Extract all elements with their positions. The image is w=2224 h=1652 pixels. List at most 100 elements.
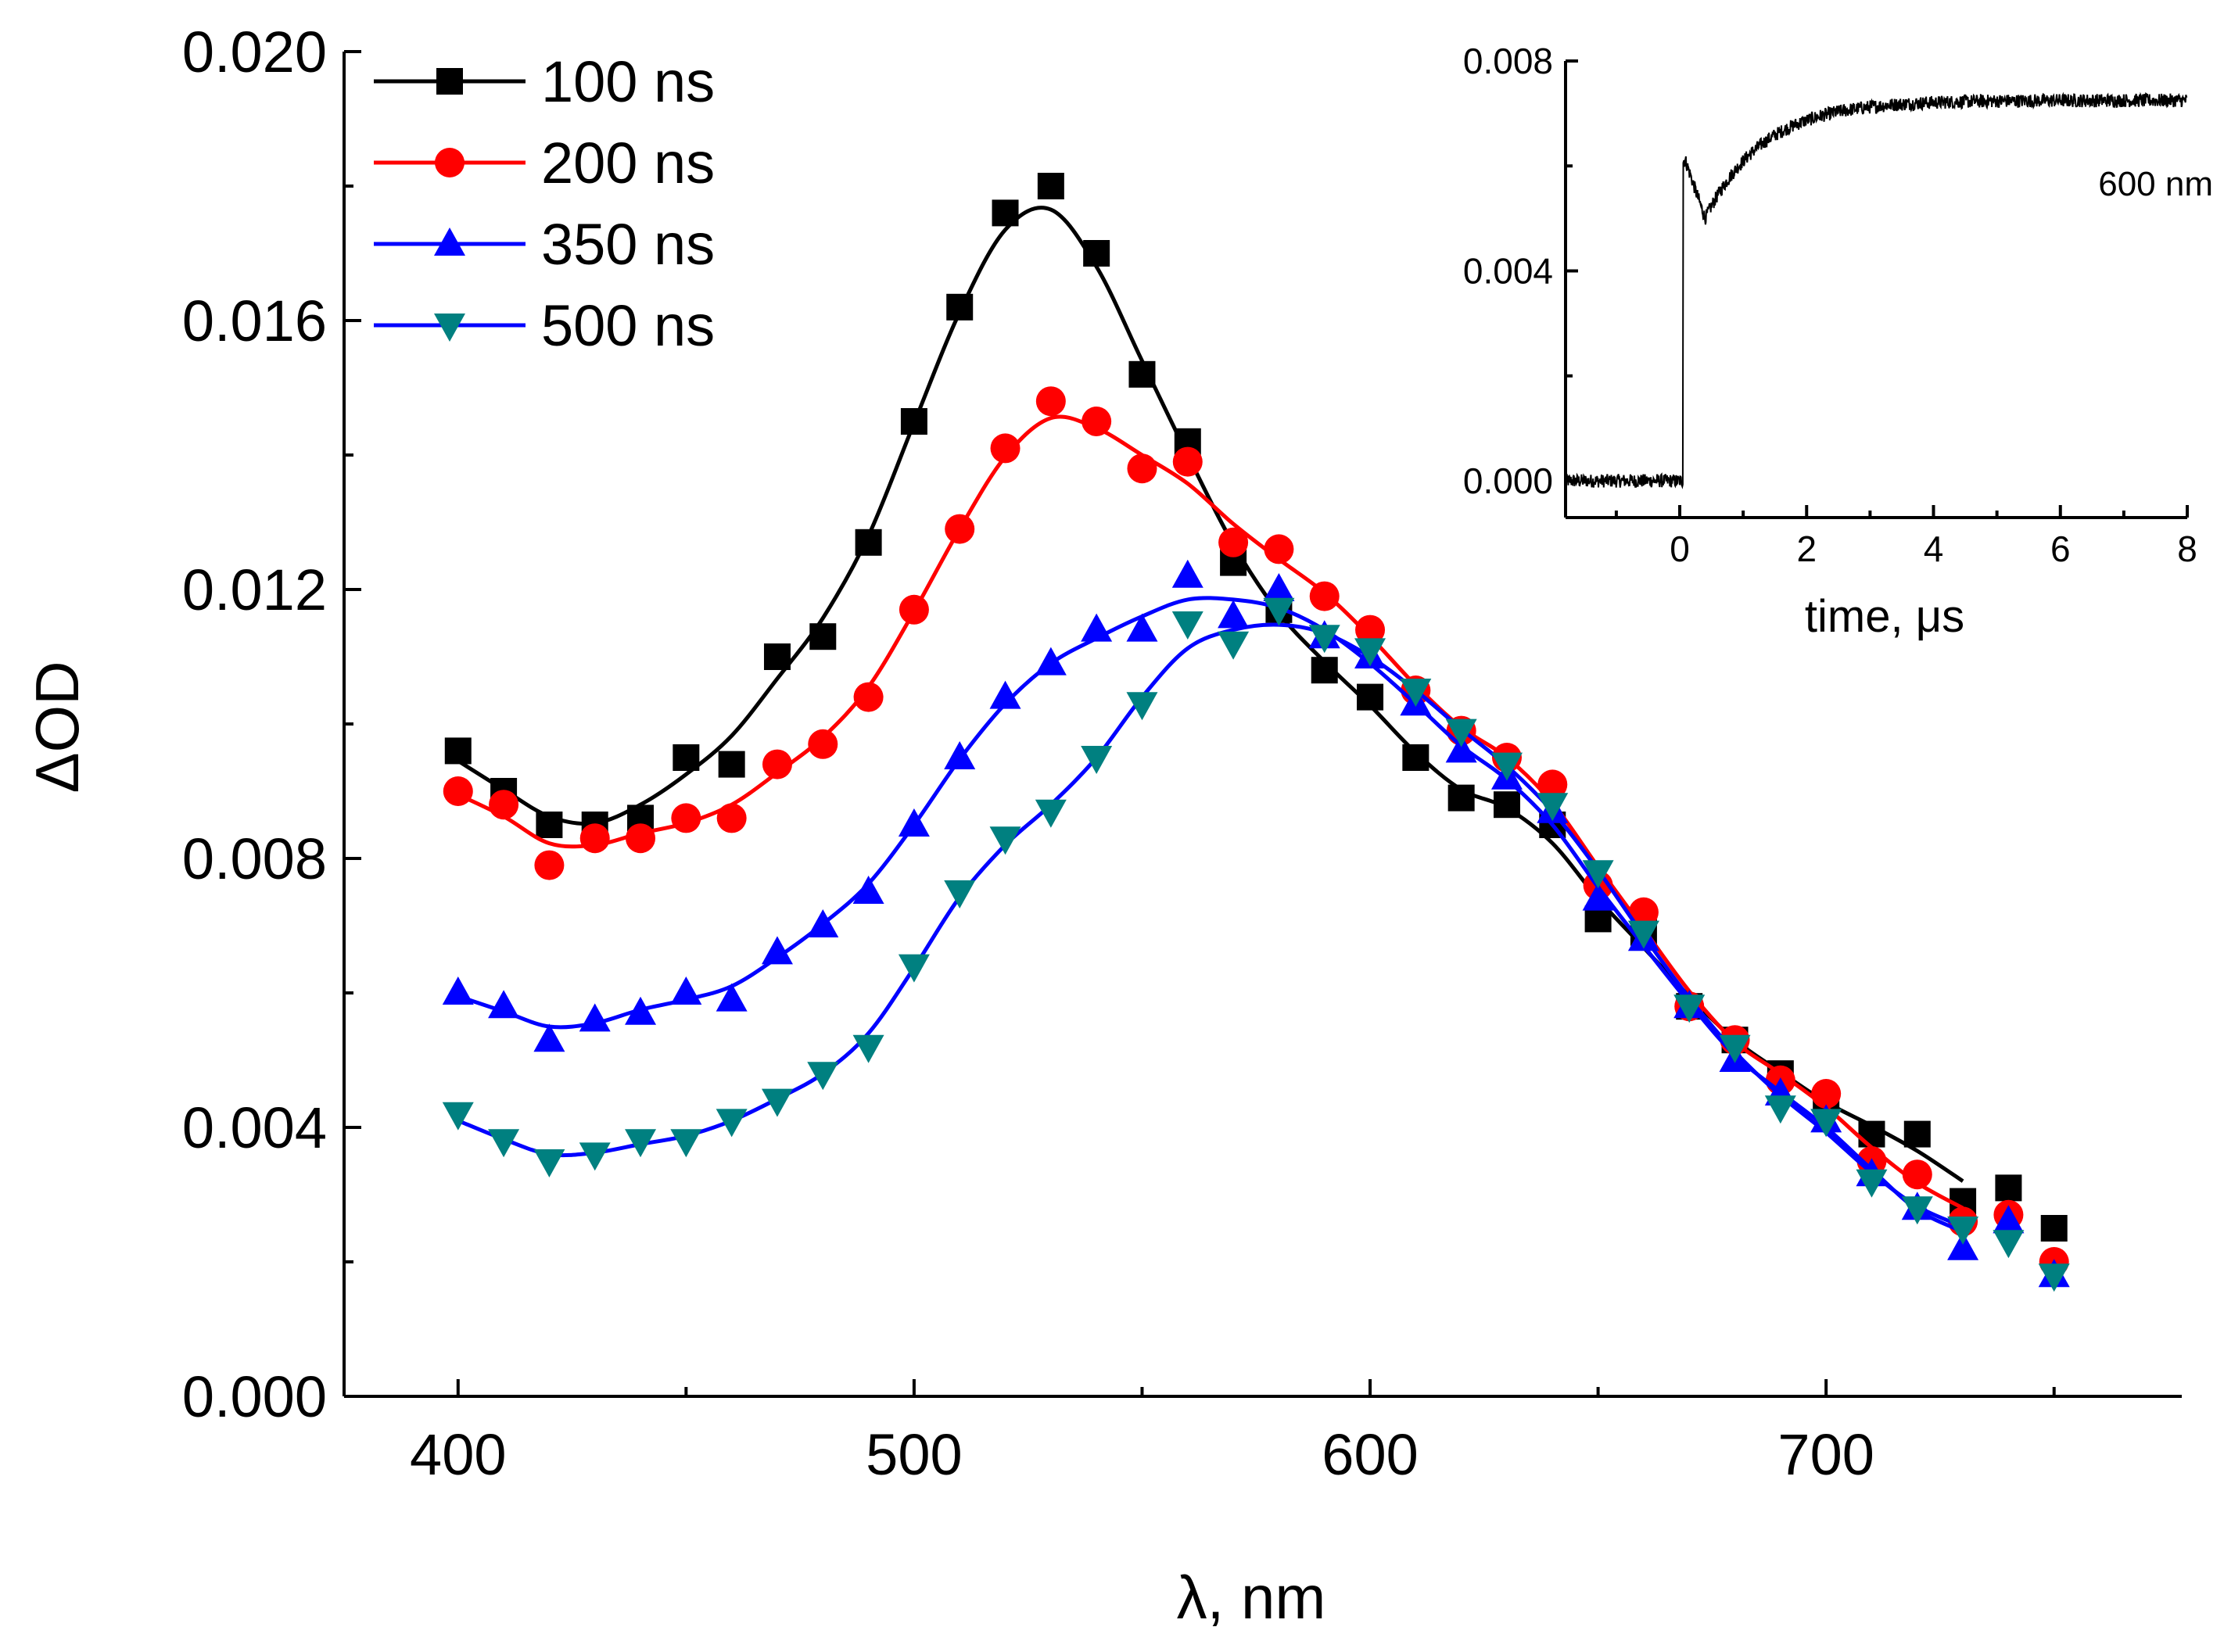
- data-point: [442, 977, 474, 1005]
- data-point: [1947, 1217, 1979, 1245]
- data-point: [579, 823, 610, 854]
- legend-label: 100 ns: [541, 49, 715, 114]
- data-point: [1719, 1034, 1751, 1063]
- data-point: [716, 1109, 748, 1138]
- data-point: [990, 433, 1021, 464]
- data-point: [1582, 860, 1614, 889]
- data-point: [989, 826, 1021, 855]
- data-point: [762, 749, 792, 779]
- inset-y-tick-label: 0.000: [1463, 460, 1553, 501]
- data-point: [2040, 1215, 2068, 1242]
- legend-item: 500 ns: [374, 293, 715, 358]
- data-point: [443, 776, 473, 806]
- data-point: [1995, 1174, 2022, 1202]
- data-point: [579, 1003, 611, 1032]
- inset-y-tick-label: 0.004: [1463, 251, 1553, 292]
- data-point: [670, 1129, 702, 1158]
- inset-x-tick-label: 8: [2177, 529, 2197, 569]
- data-point: [1445, 718, 1477, 747]
- data-point: [534, 850, 565, 880]
- data-point: [1081, 746, 1113, 774]
- data-point: [2038, 1263, 2070, 1292]
- data-point: [1537, 793, 1569, 822]
- data-point: [852, 876, 884, 904]
- data-point: [716, 983, 748, 1012]
- y-axis-label: ΔOD: [23, 661, 91, 793]
- data-point: [1264, 534, 1294, 564]
- data-point: [625, 1129, 657, 1158]
- data-point: [1947, 1231, 1979, 1260]
- data-point: [1218, 527, 1249, 557]
- data-point: [807, 909, 839, 937]
- data-point: [1126, 613, 1158, 642]
- data-point: [533, 1149, 565, 1177]
- data-point: [1357, 683, 1384, 711]
- data-point: [1171, 611, 1203, 640]
- data-point: [536, 812, 563, 838]
- data-point: [716, 803, 747, 833]
- data-point: [1811, 1079, 1842, 1109]
- data-point: [1263, 597, 1295, 626]
- data-point: [1354, 638, 1386, 667]
- inset-wavelength-annotation: 600 nm: [2098, 165, 2213, 203]
- data-point: [1627, 920, 1659, 949]
- legend-label: 500 ns: [541, 293, 715, 358]
- inset-x-tick-label: 0: [1670, 529, 1690, 569]
- data-point: [852, 1034, 884, 1063]
- x-axis-label: λ, nm: [1177, 1563, 1326, 1632]
- data-point: [1402, 744, 1429, 771]
- legend-marker: [435, 148, 465, 177]
- data-point: [992, 199, 1019, 227]
- x-tick-label: 500: [866, 1422, 962, 1487]
- data-point: [1127, 453, 1157, 484]
- data-point: [1673, 994, 1706, 1023]
- data-point: [444, 737, 472, 765]
- x-tick-label: 600: [1322, 1422, 1418, 1487]
- legend-marker: [434, 314, 465, 342]
- legend: 100 ns 200 ns 350 ns 500 ns: [374, 49, 715, 358]
- inset-y-tick-label: 0.008: [1463, 41, 1553, 81]
- legend-marker: [436, 68, 463, 95]
- data-point: [1445, 734, 1477, 763]
- data-point: [671, 803, 701, 833]
- data-point: [579, 1142, 611, 1171]
- data-point: [1993, 1205, 2025, 1234]
- x-tick-label: 400: [410, 1422, 506, 1487]
- y-tick-label: 0.008: [182, 826, 327, 891]
- data-point: [1582, 882, 1614, 911]
- data-point: [807, 1062, 839, 1091]
- data-point: [1218, 600, 1250, 629]
- data-point: [1858, 1120, 1885, 1148]
- data-point: [1537, 769, 1568, 800]
- inset-trace: [1565, 91, 2188, 489]
- data-point: [1035, 799, 1067, 828]
- data-point: [1037, 173, 1064, 199]
- data-point: [1628, 897, 1659, 927]
- data-point: [1993, 1230, 2025, 1259]
- data-point: [1083, 240, 1110, 267]
- legend-label: 350 ns: [541, 212, 715, 277]
- data-point: [488, 990, 520, 1019]
- y-tick-label: 0.012: [182, 557, 327, 622]
- data-point: [761, 1088, 793, 1117]
- series-350-ns: [442, 559, 2070, 1288]
- data-point: [899, 594, 929, 625]
- data-point: [1490, 752, 1523, 781]
- data-point: [1903, 1120, 1931, 1148]
- inset-x-tick-label: 4: [1924, 529, 1944, 569]
- data-point: [442, 1102, 474, 1131]
- data-point: [1128, 360, 1156, 388]
- data-point: [1902, 1159, 1932, 1190]
- inset-kinetic-trace: [1565, 91, 2188, 489]
- data-point: [533, 1023, 565, 1052]
- data-point: [488, 1129, 520, 1158]
- inset-axes: 0.000 0.004 0.008 0 2 4 6 8: [1463, 41, 2197, 569]
- data-point: [1308, 625, 1340, 654]
- data-point: [718, 751, 745, 778]
- main-axes: 0.000 0.004 0.008 0.012 0.016 0.020 400 500 600 7…: [182, 20, 2182, 1487]
- data-point: [945, 514, 975, 544]
- data-point: [1311, 657, 1338, 684]
- data-point: [1355, 615, 1386, 645]
- legend-item: 200 ns: [374, 131, 715, 195]
- main-plot: 0.000 0.004 0.008 0.012 0.016 0.020 400 500 600 7…: [23, 20, 2182, 1632]
